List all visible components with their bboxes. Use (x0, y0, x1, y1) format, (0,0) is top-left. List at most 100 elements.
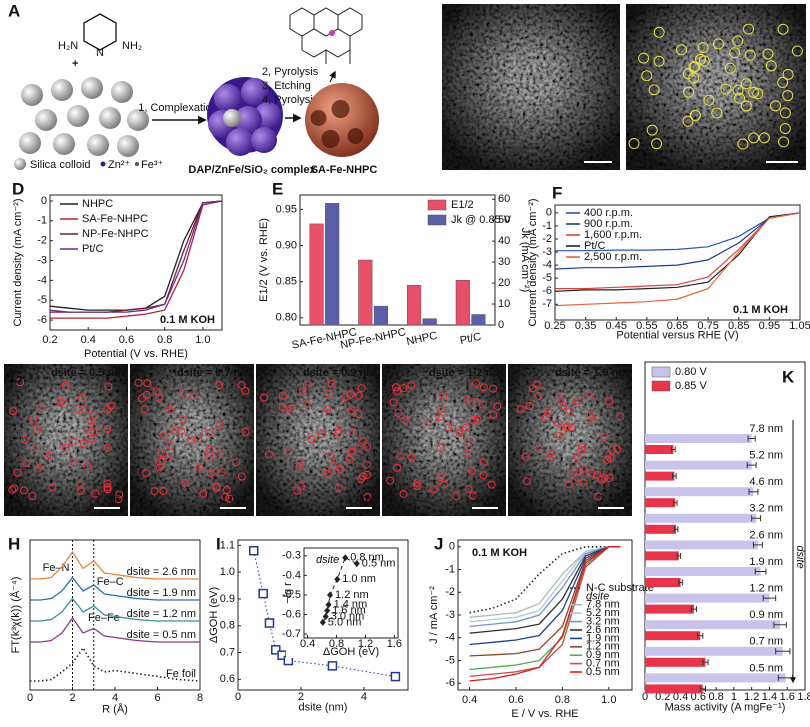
plot-frame (237, 539, 409, 691)
atom-marker (548, 452, 557, 461)
atom-marker (82, 406, 91, 415)
panel-label: J (434, 534, 443, 553)
y-tick-label: -5 (542, 272, 552, 284)
bar (309, 223, 324, 326)
x-tick-label: 0 (642, 691, 648, 703)
error-bar (702, 659, 709, 666)
atom-marker (334, 429, 343, 438)
atom-marker (600, 433, 609, 442)
x-tick-label: 2 (69, 692, 75, 704)
atom-marker (586, 411, 595, 420)
line-series (50, 200, 223, 319)
point (264, 618, 275, 628)
atom-marker (782, 68, 794, 80)
atom-marker (653, 55, 665, 67)
atom-marker (479, 471, 488, 480)
legend-label: Silica colloid (30, 159, 91, 171)
atom-marker (232, 458, 241, 467)
line-series (555, 212, 801, 252)
x-tick-label: 0.6 (691, 691, 706, 703)
atom-marker (399, 384, 408, 393)
atom-marker (61, 443, 70, 452)
x-axis-label: Potential versus RHE (V) (616, 329, 738, 341)
bar (645, 593, 770, 603)
atom-marker (354, 409, 363, 418)
step-label: 2, Pyrolysis (262, 66, 319, 78)
micrograph-label: dsite = 0.5 nm (51, 367, 124, 379)
y-tick-label: -7 (542, 298, 552, 310)
atom-marker (217, 468, 226, 477)
atom-marker (778, 136, 790, 148)
legend-label: 0.9 nm (586, 649, 620, 661)
line-series (469, 546, 621, 614)
atom-marker (688, 72, 700, 84)
atom-marker (435, 413, 444, 422)
category-label: 0.7 nm (749, 636, 783, 648)
annotation: 0.1 M KOH (472, 547, 527, 559)
point-label: 1.2 nm (335, 589, 369, 601)
atom-marker (176, 427, 185, 436)
atom-marker (782, 90, 794, 102)
atom-marker (359, 437, 368, 446)
atom-marker (143, 379, 152, 388)
bar (471, 314, 486, 326)
panel-label: D (12, 179, 24, 198)
atom-marker (444, 423, 453, 432)
legend-label: 2.6 nm (586, 624, 620, 636)
x-tick-label: 0.35 (575, 320, 596, 332)
atom-marker (278, 403, 287, 412)
atom-marker (363, 470, 372, 479)
connector (253, 550, 396, 678)
atom-marker (683, 86, 695, 98)
atom-marker (567, 423, 576, 432)
legend-label: Pt/C (584, 240, 605, 252)
atom-marker (493, 402, 502, 411)
x-tick-label: 6 (154, 692, 160, 704)
y-axis-label: Current density (mA cm⁻²) (12, 198, 24, 326)
legend-swatch (651, 366, 671, 378)
x-tick-label: 4 (361, 691, 367, 703)
point (334, 575, 341, 583)
atom-marker (91, 489, 100, 498)
point-label: 1.0 nm (342, 573, 376, 585)
y-tick-label: -3 (37, 254, 47, 266)
atom-marker (439, 392, 448, 401)
y-tick-label: 0.7 (220, 646, 235, 658)
category-label: NHPC (405, 330, 438, 348)
point-label: 5.0 nm (328, 616, 362, 628)
x-tick-label: 0.4 (462, 694, 477, 706)
panel-label: G (10, 367, 23, 386)
y-tick-label: -1 (542, 220, 552, 232)
atom-marker (324, 389, 333, 398)
atom-marker (613, 445, 622, 454)
atom-marker (546, 448, 555, 457)
atom-marker (13, 468, 22, 477)
bar (645, 498, 676, 508)
amine-left: H₂N (58, 40, 78, 52)
axis-arrow-label: dsite (794, 545, 806, 568)
y2-tick-label: 40 (498, 235, 510, 247)
atom-marker (779, 123, 791, 135)
legend-swatch (651, 380, 671, 392)
point-label: 1.6 nm (332, 605, 366, 617)
micrograph-label: dsite = 1.2 nm (429, 367, 502, 379)
micrograph-label: dsite = 0.7 nm (177, 367, 250, 379)
bar (645, 620, 781, 630)
scale-label: 2 nm (770, 147, 794, 159)
atom-marker (260, 393, 269, 402)
atom-marker (140, 405, 149, 414)
y-tick-label: -1 (37, 215, 47, 227)
atom-marker (205, 428, 214, 437)
atom-marker (90, 427, 99, 436)
atom-marker (394, 408, 403, 417)
atom-marker (479, 383, 488, 392)
bar (645, 524, 677, 534)
atom-marker (541, 413, 550, 422)
point (271, 645, 281, 655)
atom-marker (748, 132, 760, 144)
error-bar (699, 685, 706, 692)
line-series (30, 576, 200, 601)
atom-marker (205, 452, 214, 461)
legend-label: 0.5 nm (586, 666, 620, 678)
